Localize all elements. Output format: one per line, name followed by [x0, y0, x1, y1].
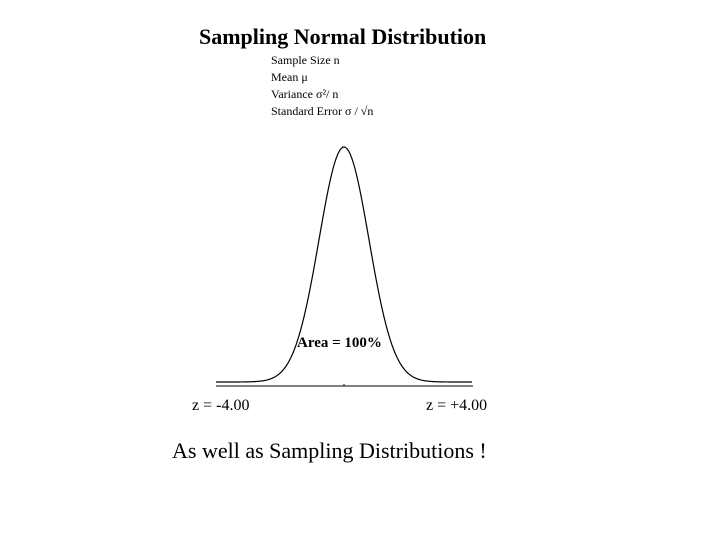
- area-label: Area = 100%: [297, 335, 382, 351]
- z-right-label: z = +4.00: [426, 397, 488, 414]
- parameter-list: Sample Size n Mean μ Variance σ²/ n Stan…: [271, 52, 373, 120]
- standard-error-label: Standard Error σ / √n: [271, 104, 374, 118]
- sample-size-label: Sample Size n: [271, 53, 340, 67]
- variance-label: Variance σ²/ n: [271, 87, 339, 101]
- mean-label: Mean μ: [271, 70, 308, 84]
- page-title: Sampling Normal Distribution: [199, 24, 487, 49]
- z-left-label: z = -4.00: [192, 397, 250, 414]
- footer-text: As well as Sampling Distributions !: [172, 438, 487, 463]
